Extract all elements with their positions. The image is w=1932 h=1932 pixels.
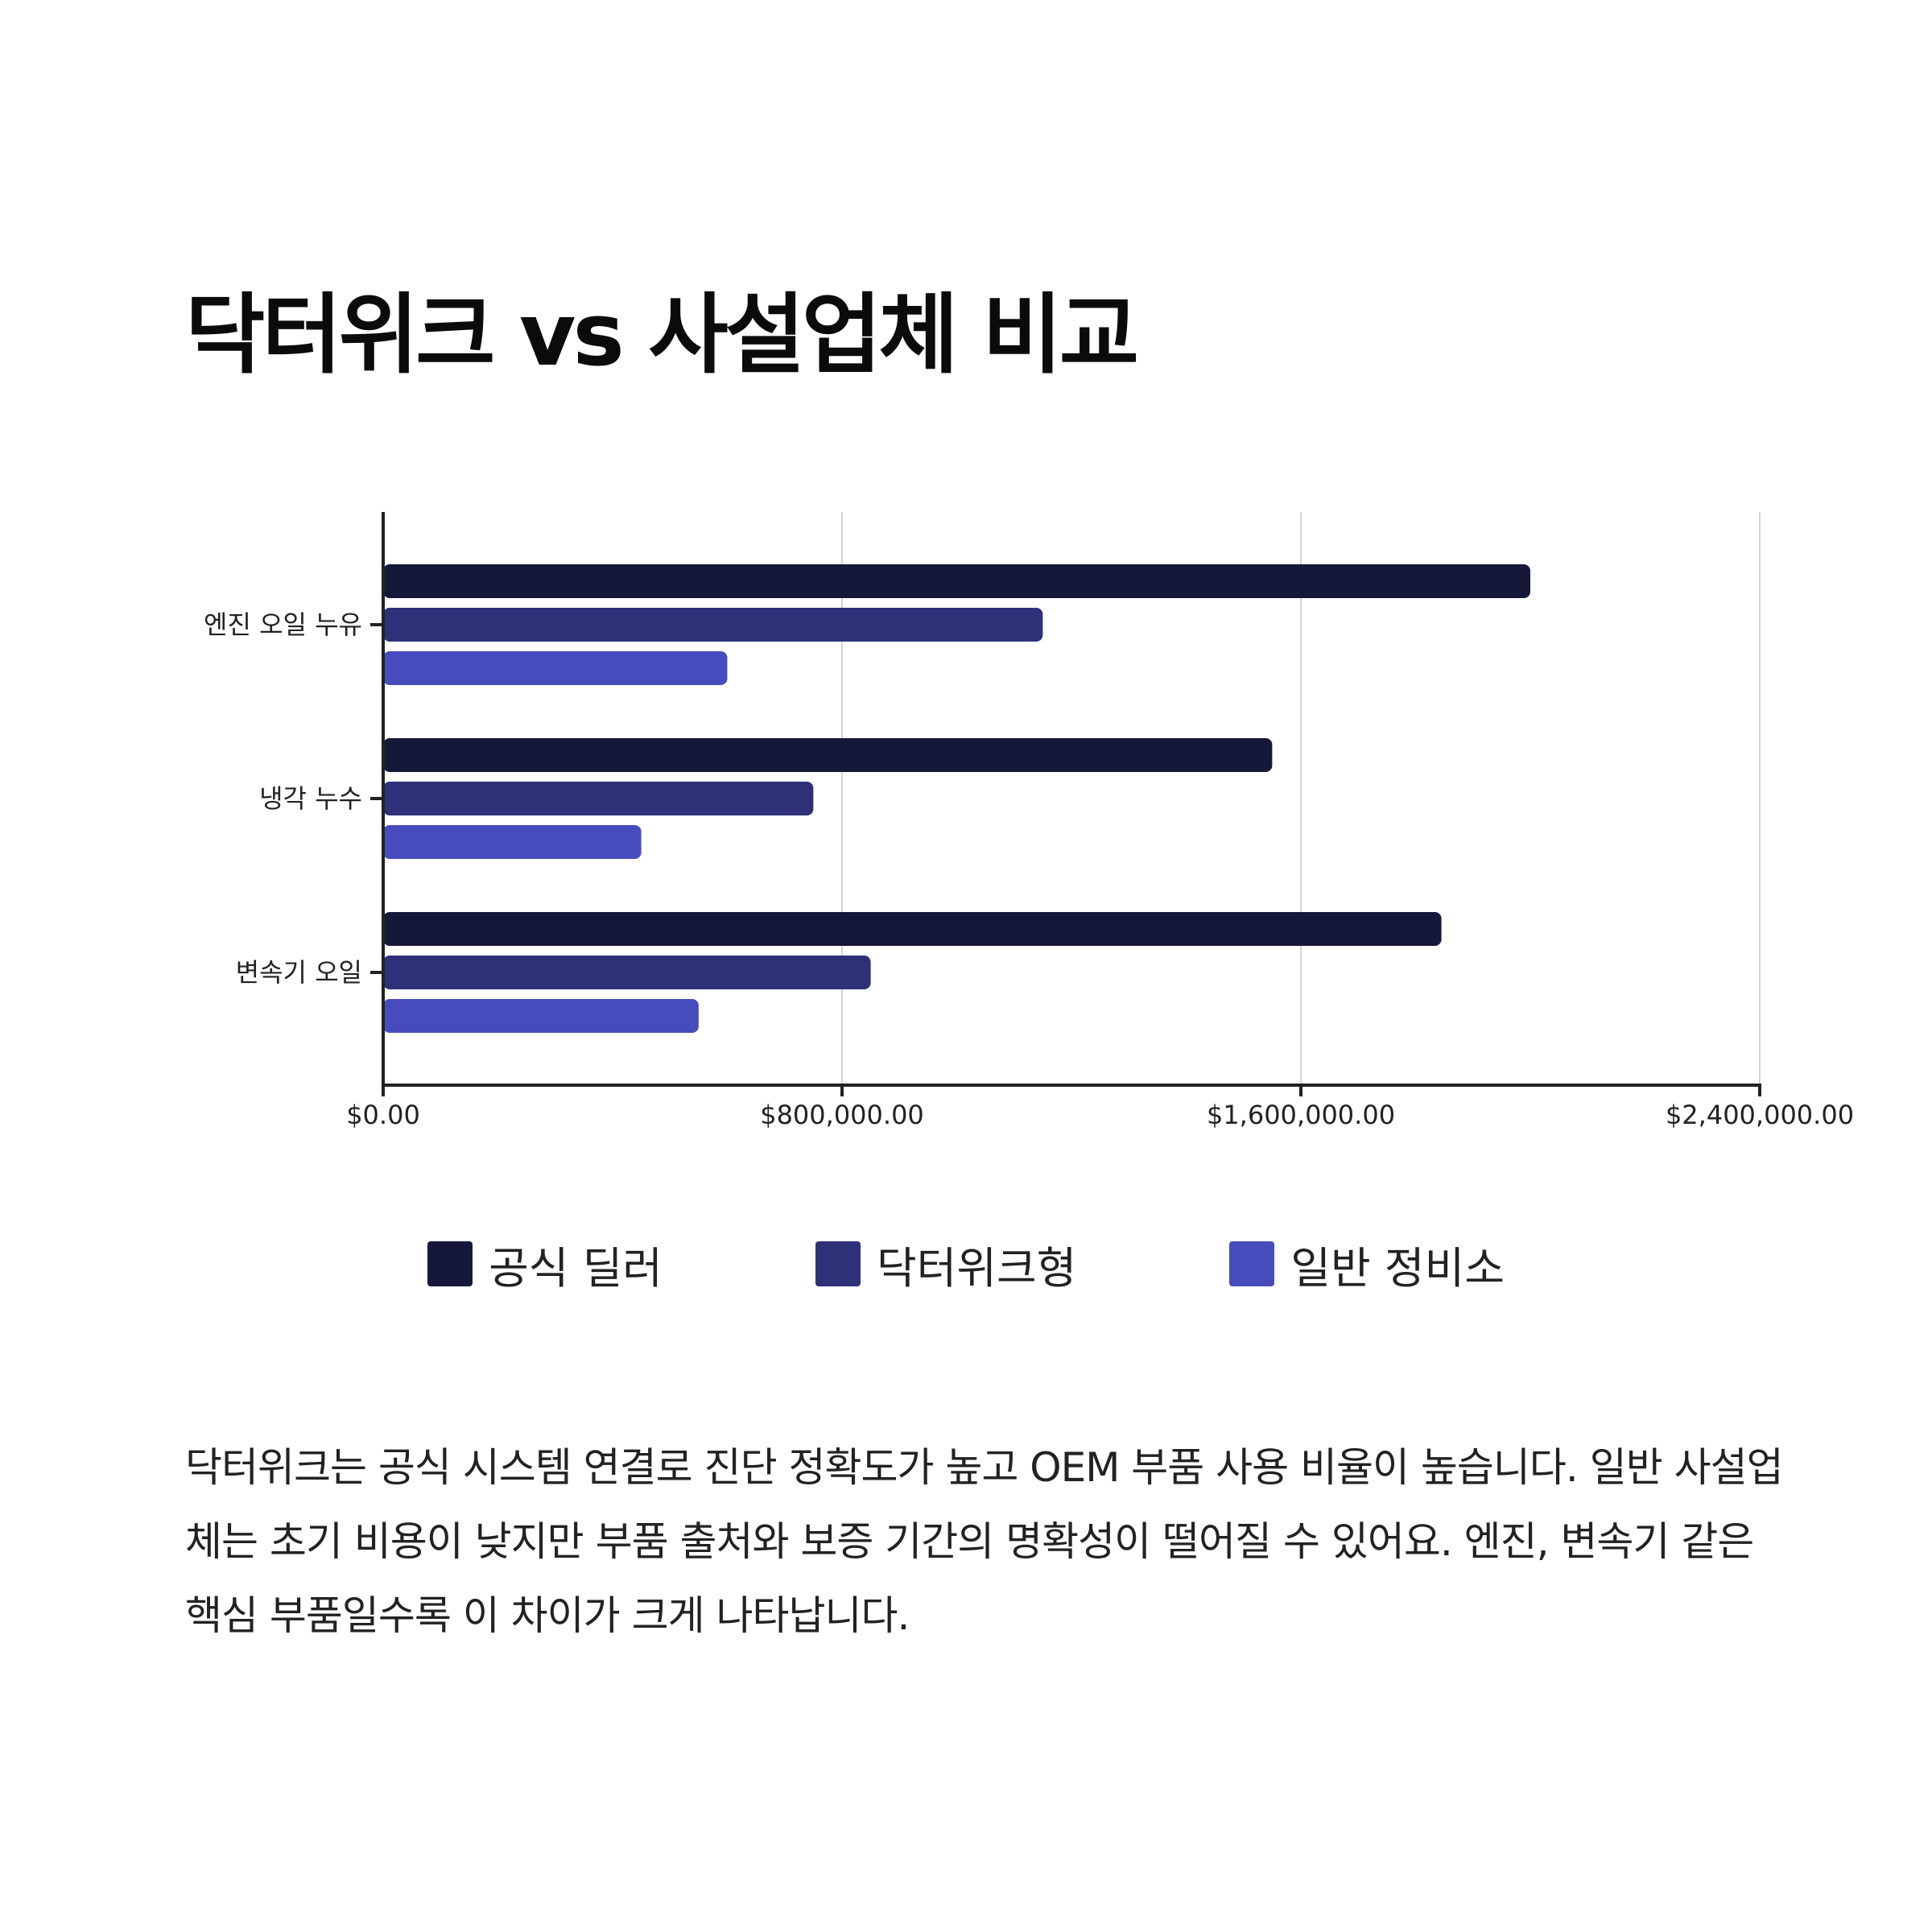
bar [383, 651, 728, 685]
bar [383, 782, 814, 815]
gridlines [841, 512, 1761, 1085]
legend-label: 공식 딜러 [489, 1242, 663, 1294]
bar [383, 608, 1043, 642]
x-tick-label: $0.00 [346, 1100, 420, 1130]
legend-item-official-dealer: 공식 딜러 [427, 1232, 663, 1296]
description-text: 닥터위크는 공식 시스템 연결로 진단 정확도가 높고 OEM 부품 사용 비율… [185, 1444, 1784, 1639]
x-tick-label: $1,600,000.00 [1207, 1100, 1395, 1130]
bar [383, 564, 1530, 598]
x-tick-label: $800,000.00 [760, 1100, 924, 1130]
bars [383, 564, 1530, 1033]
bar [383, 999, 699, 1033]
bar [383, 956, 871, 989]
bar [383, 738, 1273, 772]
page-title: 닥터위크 vs 사설업체 비교 [185, 285, 1139, 386]
legend-item-general-shop: 일반 정비소 [1229, 1232, 1505, 1296]
legend-item-doctorweek: 닥터위크형 [815, 1232, 1076, 1296]
legend-label: 일반 정비소 [1290, 1242, 1505, 1294]
legend: 공식 딜러 닥터위크형 일반 정비소 [0, 1236, 1932, 1294]
x-tick-label: $2,400,000.00 [1666, 1100, 1854, 1130]
legend-swatch [427, 1241, 473, 1286]
y-tick-label: 냉각 누수 [259, 783, 362, 814]
legend-label: 닥터위크형 [876, 1242, 1077, 1294]
legend-swatch [1229, 1241, 1275, 1286]
bar [383, 912, 1442, 946]
legend-swatch [815, 1241, 861, 1286]
y-tick-label: 변속기 오일 [236, 957, 362, 988]
y-tick-label: 엔진 오일 누유 [204, 609, 362, 640]
axes [370, 512, 1761, 1096]
bar [383, 825, 642, 859]
